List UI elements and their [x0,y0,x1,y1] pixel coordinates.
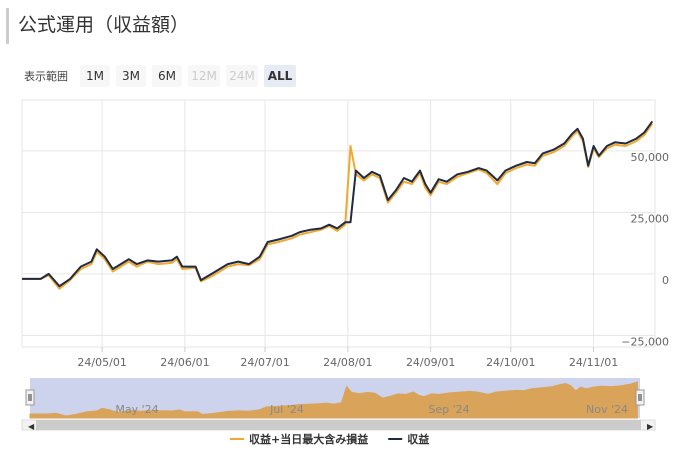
range-button[interactable] [152,65,182,87]
plot-area [21,99,656,348]
legend-label[interactable]: 収益+当日最大含み損益 [249,432,368,446]
chart-title: 公式運用（収益額） [18,14,189,36]
title-bar [6,8,9,44]
range-button [226,65,258,87]
x-tick-label: 24/09/01 [406,356,455,369]
range-button-label[interactable]: 6M [158,69,176,83]
x-tick-label: 24/07/01 [240,356,289,369]
range-button-label[interactable]: 3M [122,69,140,83]
range-button[interactable] [264,65,296,87]
y-tick-label: 50,000 [631,151,670,164]
series-line [22,120,654,288]
navigator-label: May '24 [115,403,158,416]
x-tick-label: 24/05/01 [77,356,126,369]
series-line [22,123,654,290]
y-tick-label: 0 [662,274,669,287]
navigator-label: Sep '24 [428,403,469,416]
x-tick-label: 24/11/01 [569,356,618,369]
navigator-handle[interactable] [25,389,35,406]
range-button[interactable] [116,65,146,87]
x-tick-label: 24/10/01 [486,356,535,369]
range-button [188,65,220,87]
range-button-label: 24M [229,69,255,83]
navigator-label: Jul '24 [269,403,304,416]
y-tick-label: 25,000 [631,212,670,225]
scrollbar-thumb[interactable] [36,420,641,430]
range-button-label[interactable]: 1M [86,69,104,83]
navigator-handle[interactable] [635,389,645,406]
range-button-label: 12M [191,69,217,83]
x-tick-label: 24/06/01 [160,356,209,369]
scrollbar-arrow: ◀ [28,422,35,431]
range-button[interactable] [80,65,110,87]
x-tick-label: 24/08/01 [323,356,372,369]
scrollbar-arrow: ▶ [647,422,654,431]
y-tick-label: −25,000 [621,335,669,348]
range-button-label[interactable]: ALL [268,69,293,83]
legend-label[interactable]: 収益 [407,432,429,446]
range-label: 表示範囲 [24,69,68,83]
navigator-label: Nov '24 [586,403,628,416]
navigator-area [29,381,638,419]
